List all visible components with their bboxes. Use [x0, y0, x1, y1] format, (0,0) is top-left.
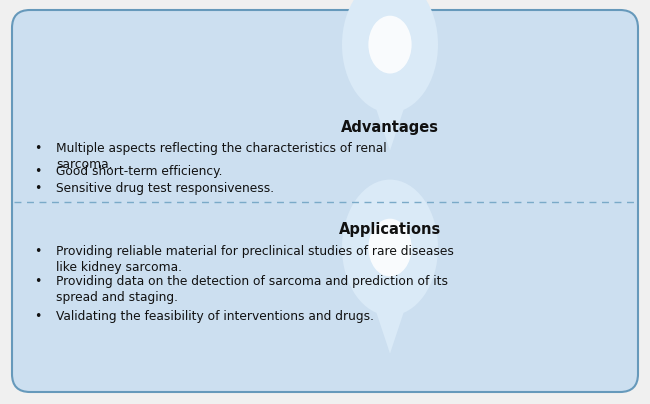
Text: Providing reliable material for preclinical studies of rare diseases
like kidney: Providing reliable material for preclini… — [56, 245, 454, 274]
FancyBboxPatch shape — [12, 10, 638, 392]
Text: •: • — [34, 182, 42, 195]
Text: Providing data on the detection of sarcoma and prediction of its
spread and stag: Providing data on the detection of sarco… — [56, 275, 448, 305]
Text: Applications: Applications — [339, 222, 441, 237]
Ellipse shape — [369, 219, 411, 276]
Text: Sensitive drug test responsiveness.: Sensitive drug test responsiveness. — [56, 182, 274, 195]
Text: Advantages: Advantages — [341, 120, 439, 135]
Text: •: • — [34, 275, 42, 288]
Text: Good short-term efficiency.: Good short-term efficiency. — [56, 165, 222, 178]
Polygon shape — [369, 85, 411, 151]
Ellipse shape — [342, 180, 438, 316]
Text: Multiple aspects reflecting the characteristics of renal
sarcoma.: Multiple aspects reflecting the characte… — [56, 142, 387, 172]
Text: Validating the feasibility of interventions and drugs.: Validating the feasibility of interventi… — [56, 310, 374, 323]
Text: •: • — [34, 310, 42, 323]
Ellipse shape — [342, 0, 438, 113]
Ellipse shape — [369, 16, 411, 74]
Polygon shape — [369, 288, 411, 354]
Text: •: • — [34, 165, 42, 178]
Text: •: • — [34, 142, 42, 155]
Text: •: • — [34, 245, 42, 258]
